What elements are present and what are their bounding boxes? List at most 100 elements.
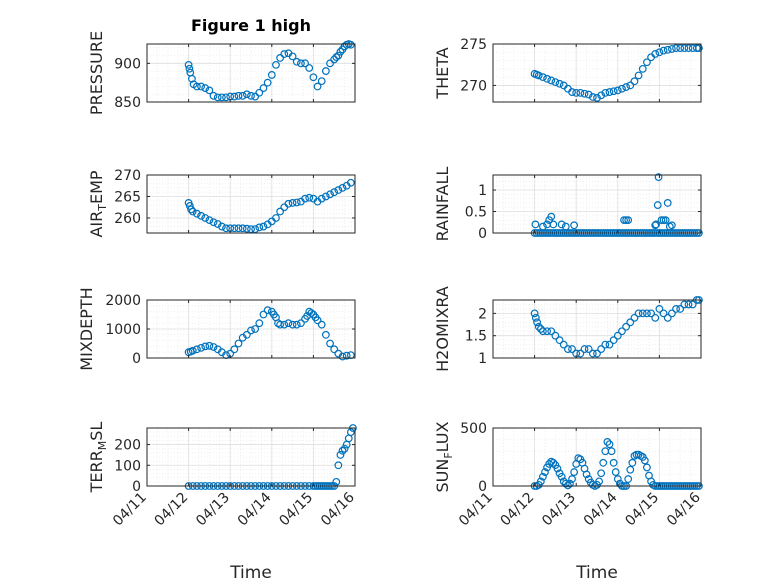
data-point bbox=[605, 88, 614, 96]
plot-area bbox=[493, 175, 701, 233]
x-tick-label: 04/14 bbox=[581, 489, 621, 529]
y-axis-label: SUNFLUX bbox=[433, 421, 455, 492]
data-point bbox=[611, 468, 620, 476]
data-point bbox=[555, 79, 564, 88]
data-point bbox=[597, 469, 606, 478]
data-point bbox=[539, 73, 547, 82]
data-point bbox=[301, 59, 309, 68]
data-point bbox=[251, 92, 260, 101]
data-point bbox=[326, 59, 334, 68]
x-axis-label: Time bbox=[575, 563, 618, 583]
y-axis-label-main: SUN bbox=[433, 459, 452, 493]
data-point bbox=[680, 44, 689, 53]
y-tick-label: 900 bbox=[114, 56, 141, 72]
data-point bbox=[292, 57, 301, 66]
data-point bbox=[276, 54, 285, 62]
data-point bbox=[242, 330, 251, 339]
y-axis-label: AIRTEMP bbox=[87, 170, 109, 237]
data-point bbox=[209, 343, 218, 351]
y-axis-label-main: THETA bbox=[433, 47, 452, 99]
data-point bbox=[213, 220, 222, 228]
axes-box bbox=[146, 427, 356, 487]
data-point bbox=[609, 458, 618, 467]
y-axis-label: MIXDEPTH bbox=[77, 287, 96, 370]
data-point bbox=[620, 216, 628, 225]
x-tick-label: 04/12 bbox=[152, 490, 192, 530]
data-point bbox=[580, 89, 589, 98]
y-tick-label: 270 bbox=[460, 78, 487, 94]
x-tick-label: 04/13 bbox=[539, 490, 579, 530]
data-point bbox=[284, 199, 293, 208]
data-point bbox=[193, 209, 201, 218]
data-point bbox=[284, 319, 293, 328]
data-point bbox=[276, 320, 285, 329]
data-point bbox=[238, 91, 247, 100]
data-point bbox=[205, 86, 214, 95]
data-point bbox=[251, 325, 260, 333]
data-point bbox=[330, 345, 339, 354]
y-tick-label: 270 bbox=[114, 168, 141, 184]
data-point bbox=[609, 336, 618, 345]
data-point bbox=[313, 82, 322, 91]
data-point bbox=[663, 199, 672, 207]
data-point bbox=[634, 71, 643, 80]
plot-area bbox=[147, 428, 355, 486]
data-point bbox=[209, 218, 218, 227]
data-point bbox=[543, 327, 551, 336]
data-point bbox=[205, 216, 214, 225]
data-point bbox=[222, 224, 230, 233]
data-point bbox=[242, 90, 251, 99]
x-tick-label: 04/16 bbox=[318, 489, 358, 529]
data-point bbox=[599, 458, 608, 467]
y-tick-label: 265 bbox=[114, 189, 141, 205]
data-point bbox=[234, 91, 243, 100]
y-axis-label-main: H2OMIXRA bbox=[433, 286, 452, 372]
data-point bbox=[297, 319, 305, 328]
data-point bbox=[663, 313, 672, 322]
axes-box bbox=[146, 43, 356, 103]
data-point bbox=[247, 326, 255, 335]
axes-box bbox=[492, 299, 702, 359]
data-point bbox=[317, 77, 326, 86]
data-point bbox=[334, 51, 343, 60]
data-point bbox=[547, 327, 556, 336]
data-point bbox=[551, 331, 560, 340]
data-point bbox=[534, 322, 543, 331]
data-point bbox=[230, 224, 239, 233]
data-point bbox=[346, 40, 355, 49]
data-point bbox=[601, 88, 610, 97]
y-axis-label: RAINFALL bbox=[433, 167, 452, 242]
data-point bbox=[539, 327, 547, 336]
y-axis-label-main: RAINFALL bbox=[433, 167, 452, 242]
subplot-theta: 270 275 THETA bbox=[433, 37, 703, 103]
data-point bbox=[338, 352, 347, 361]
data-point bbox=[255, 88, 264, 97]
data-point bbox=[561, 479, 570, 488]
data-point bbox=[638, 309, 647, 318]
data-point bbox=[201, 342, 210, 351]
data-point bbox=[551, 78, 560, 87]
data-point bbox=[259, 222, 268, 231]
y-tick-label: 0.5 bbox=[465, 205, 487, 221]
x-axis-label: Time bbox=[229, 563, 272, 583]
data-point bbox=[188, 346, 197, 355]
data-point bbox=[543, 74, 551, 83]
data-point bbox=[251, 225, 260, 234]
data-point bbox=[280, 50, 289, 58]
data-point bbox=[317, 320, 326, 329]
y-tick-label: 500 bbox=[460, 421, 487, 437]
data-point bbox=[638, 64, 647, 73]
data-point bbox=[334, 186, 343, 194]
data-point bbox=[297, 59, 305, 68]
data-point bbox=[566, 479, 574, 488]
x-tick-label: 04/11 bbox=[456, 490, 496, 530]
data-point bbox=[580, 345, 589, 353]
y-tick-label: 2000 bbox=[105, 293, 141, 309]
data-point bbox=[622, 83, 631, 91]
data-point bbox=[209, 91, 218, 100]
data-point bbox=[336, 451, 345, 459]
data-point bbox=[185, 64, 194, 73]
data-point bbox=[259, 84, 268, 92]
y-tick-label: 0 bbox=[478, 479, 487, 495]
